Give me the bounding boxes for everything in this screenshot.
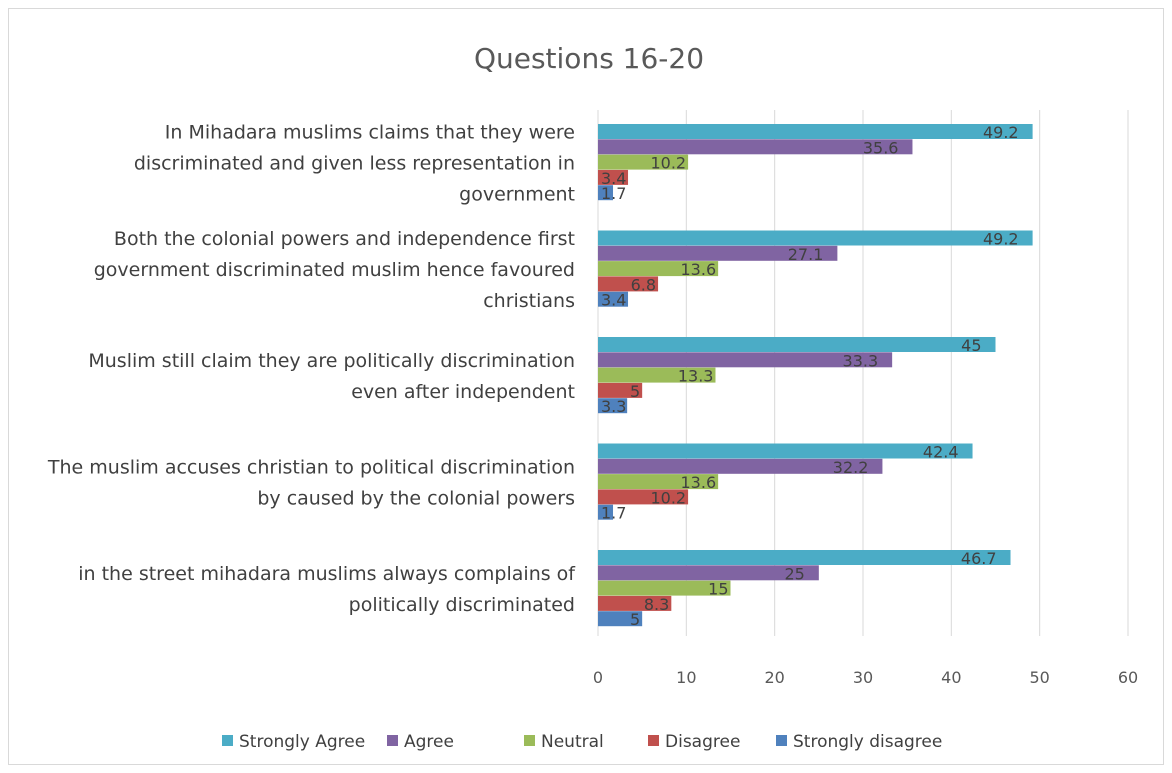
x-tick-label: 0: [593, 668, 603, 687]
data-label: 10.2: [650, 154, 686, 173]
data-label: 33.3: [843, 351, 879, 370]
bar-agree: [598, 245, 838, 261]
category-label: in the street mihadara muslims always co…: [78, 563, 576, 585]
data-label: 32.2: [833, 458, 869, 477]
data-label: 8.3: [644, 595, 669, 614]
data-label: 27.1: [788, 245, 824, 264]
data-label: 5: [630, 382, 640, 401]
bar-agree: [598, 458, 883, 474]
bar-neutral: [598, 261, 719, 277]
bar-strongly-disagree: [598, 504, 614, 520]
legend-label: Strongly Agree: [239, 732, 365, 752]
bar-neutral: [598, 154, 689, 170]
bar-strongly-agree: [598, 124, 1033, 139]
data-label: 49.2: [983, 230, 1019, 249]
category-label: Muslim still claim they are politically …: [88, 350, 575, 372]
bars: 49.235.610.23.41.749.227.113.66.83.44533…: [598, 123, 1033, 629]
legend-swatch: [776, 735, 787, 746]
x-tick-label: 60: [1118, 668, 1138, 687]
bar-disagree: [598, 276, 659, 292]
category-label: politically discriminated: [349, 594, 575, 616]
data-label: 46.7: [961, 549, 997, 568]
legend-swatch: [222, 735, 233, 746]
category-label: The muslim accuses christian to politica…: [47, 456, 575, 478]
data-label: 35.6: [863, 138, 899, 157]
data-label: 3.3: [601, 397, 626, 416]
legend-swatch: [387, 735, 398, 746]
data-label: 49.2: [983, 123, 1019, 142]
data-label: 25: [784, 564, 804, 583]
category-label: government discriminated muslim hence fa…: [94, 259, 575, 281]
bar-strongly-disagree: [598, 291, 629, 307]
bar-neutral: [598, 474, 719, 490]
bar-agree: [598, 139, 913, 155]
bar-disagree: [598, 595, 672, 611]
category-label: discriminated and given less representat…: [134, 152, 575, 174]
bar-strongly-disagree: [598, 611, 643, 627]
legend-swatch: [648, 735, 659, 746]
bar-agree: [598, 352, 893, 368]
data-label: 1.7: [601, 184, 626, 203]
data-label: 42.4: [923, 443, 959, 462]
data-label: 45: [961, 336, 981, 355]
bar-neutral: [598, 580, 731, 596]
bar-strongly-disagree: [598, 185, 614, 201]
bar-strongly-agree: [598, 337, 996, 352]
x-tick-label: 50: [1029, 668, 1049, 687]
bar-strongly-agree: [598, 230, 1033, 246]
chart-title: Questions 16-20: [474, 42, 704, 75]
x-tick-label: 20: [764, 668, 784, 687]
category-label: In Mihadara muslims claims that they wer…: [165, 121, 575, 143]
legend-label: Neutral: [541, 732, 604, 752]
legend-swatch: [524, 735, 535, 746]
legend: Strongly Agree Agree Neutral Disagree Strong…: [222, 732, 942, 752]
bar-strongly-disagree: [598, 398, 628, 414]
category-label: government: [459, 183, 575, 205]
category-label: even after independent: [351, 381, 575, 403]
x-tick-label: 10: [676, 668, 696, 687]
category-label: by caused by the colonial powers: [257, 487, 575, 509]
data-label: 1.7: [601, 504, 626, 523]
bar-strongly-agree: [598, 443, 973, 459]
legend-label: Disagree: [665, 732, 740, 752]
bar-neutral: [598, 367, 716, 383]
x-tick-label: 40: [941, 668, 961, 687]
data-label: 15: [708, 580, 728, 599]
data-label: 13.6: [681, 473, 717, 492]
x-tick-label: 30: [853, 668, 873, 687]
bar-disagree: [598, 382, 643, 398]
legend-label: Strongly disagree: [793, 732, 942, 752]
category-labels: In Mihadara muslims claims that they wer…: [47, 121, 576, 616]
data-label: 5: [630, 610, 640, 629]
data-label: 3.4: [601, 169, 626, 188]
data-label: 3.4: [601, 291, 626, 310]
category-label: christians: [483, 290, 575, 312]
bar-disagree: [598, 489, 689, 505]
bar-disagree: [598, 169, 629, 185]
bar-strongly-agree: [598, 550, 1011, 565]
data-label: 13.3: [678, 367, 714, 386]
category-label: Both the colonial powers and independenc…: [114, 228, 575, 250]
bar-agree: [598, 565, 819, 581]
legend-label: Agree: [404, 732, 454, 752]
x-axis-ticks: 0 10 20 30 40 50 60: [593, 668, 1138, 687]
data-label: 6.8: [631, 275, 656, 294]
data-label: 10.2: [650, 488, 686, 507]
data-label: 13.6: [681, 260, 717, 279]
